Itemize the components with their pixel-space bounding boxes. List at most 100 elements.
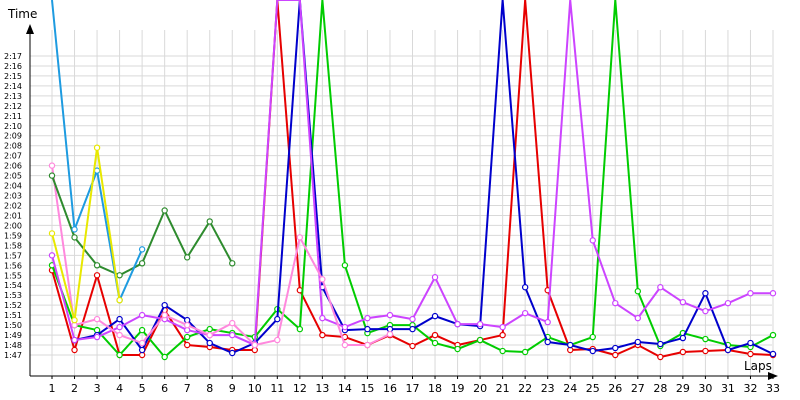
data-point	[634, 314, 642, 322]
y-tick-label: 1:47	[4, 351, 22, 360]
data-point	[319, 314, 326, 322]
data-point	[679, 348, 687, 356]
data-point	[409, 315, 416, 323]
data-point	[71, 346, 78, 354]
data-point	[48, 252, 56, 259]
y-tick-label: 1:51	[4, 311, 22, 320]
data-point	[71, 316, 78, 324]
data-point	[116, 323, 123, 331]
data-point	[589, 237, 596, 244]
data-point	[612, 344, 619, 352]
data-point	[229, 260, 236, 267]
series-line	[51, 165, 391, 347]
x-tick-label: 23	[541, 382, 555, 395]
data-point	[93, 315, 101, 323]
x-tick-label: 27	[631, 382, 645, 395]
x-tick-label: 33	[766, 382, 780, 395]
data-point	[679, 334, 687, 342]
y-tick-label: 1:48	[4, 341, 22, 350]
y-axis-title: Time	[7, 7, 37, 21]
data-point	[251, 341, 258, 349]
data-point	[93, 144, 101, 151]
y-tick-label: 2:00	[4, 221, 22, 230]
y-tick-label: 1:57	[4, 251, 22, 260]
data-point	[657, 353, 664, 361]
y-tick-label: 1:56	[4, 261, 22, 270]
x-tick-label: 19	[451, 382, 465, 395]
data-point	[521, 284, 529, 291]
data-point	[724, 346, 732, 354]
data-point	[657, 340, 664, 348]
x-tick-label: 22	[518, 382, 532, 395]
data-point	[769, 350, 777, 358]
data-point	[93, 333, 101, 341]
y-tick-label: 1:59	[4, 231, 22, 240]
data-point	[521, 309, 529, 317]
y-tick-label: 2:14	[4, 82, 22, 91]
data-point	[296, 325, 304, 333]
y-tick-label: 2:10	[4, 122, 22, 131]
data-point	[93, 262, 101, 269]
y-tick-label: 1:54	[4, 281, 22, 290]
y-tick-label: 1:52	[4, 301, 22, 310]
x-axis-title: Laps	[744, 359, 772, 373]
x-tick-label: 2	[71, 382, 78, 395]
y-tick-label: 2:05	[4, 172, 22, 181]
data-point	[183, 321, 191, 329]
data-point	[183, 333, 191, 341]
data-point	[183, 254, 191, 261]
data-point	[116, 331, 123, 339]
x-tick-label: 18	[428, 382, 442, 395]
x-tick-label: 17	[406, 382, 420, 395]
y-tick-label: 1:58	[4, 241, 22, 250]
data-point	[364, 341, 371, 349]
series-5	[48, 162, 394, 349]
data-point	[657, 284, 664, 291]
y-tick-label: 2:06	[4, 162, 22, 171]
data-point	[138, 311, 146, 319]
data-point	[386, 330, 394, 338]
data-point	[386, 311, 394, 319]
data-point	[138, 346, 146, 354]
data-point	[409, 325, 416, 333]
data-point	[341, 323, 349, 331]
x-tick-label: 30	[698, 382, 712, 395]
y-axis-arrow-icon	[26, 24, 34, 34]
data-point	[229, 349, 236, 357]
y-tick-label: 1:50	[4, 321, 22, 330]
data-point	[71, 336, 78, 344]
grid-layer	[30, 30, 774, 379]
data-point	[274, 336, 281, 344]
series-8	[48, 144, 123, 324]
y-tick-label: 2:09	[4, 132, 22, 141]
data-point	[206, 331, 213, 339]
x-tick-label: 1	[49, 382, 56, 395]
data-point	[769, 290, 777, 297]
x-tick-label: 24	[563, 382, 577, 395]
data-point	[454, 345, 461, 353]
x-tick-label: 5	[139, 382, 146, 395]
data-point	[229, 331, 236, 339]
data-point	[499, 323, 506, 331]
data-point	[48, 162, 56, 169]
data-point	[747, 339, 754, 347]
data-point	[679, 298, 687, 306]
data-point	[71, 226, 78, 233]
x-tick-label: 26	[608, 382, 622, 395]
data-point	[431, 339, 439, 347]
data-point	[364, 325, 371, 333]
series-6	[48, 172, 236, 279]
data-point	[589, 347, 596, 355]
data-point	[319, 276, 326, 283]
data-point	[612, 351, 619, 359]
data-point	[116, 272, 123, 279]
x-tick-label: 20	[473, 382, 487, 395]
x-tick-label: 21	[496, 382, 510, 395]
data-point	[161, 353, 168, 361]
x-tick-label: 6	[161, 382, 168, 395]
data-point	[319, 331, 326, 339]
data-point	[544, 338, 551, 346]
x-tick-label: 32	[743, 382, 757, 395]
data-point	[161, 207, 168, 214]
series-3	[71, 0, 777, 358]
